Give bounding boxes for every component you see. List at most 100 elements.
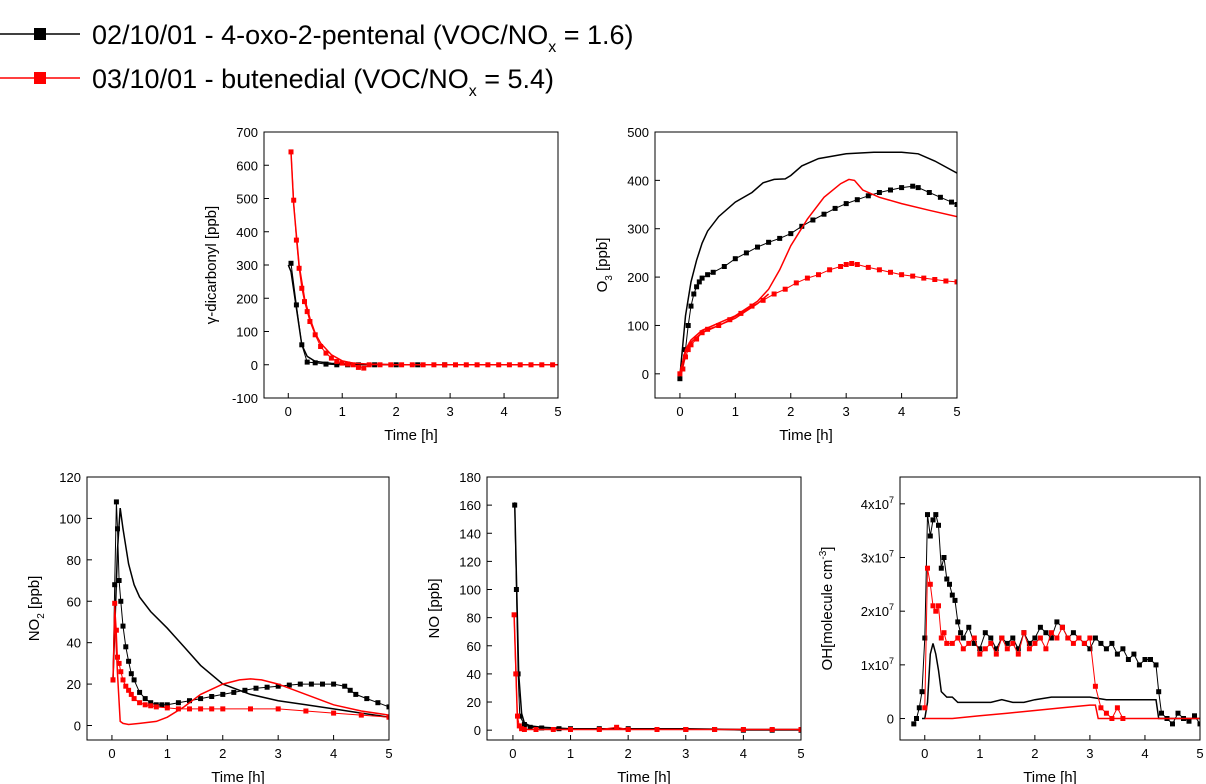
oh-series-0-point-28: [1015, 646, 1021, 652]
no2-xtick-label-5: 5: [385, 746, 392, 761]
no2-xtick-label-4: 4: [330, 746, 337, 761]
dicarbonyl-ytick-label-4: 300: [236, 258, 258, 273]
o3-frame: [654, 131, 958, 399]
oh-series-0-point-54: [1156, 689, 1162, 695]
dicarbonyl-plot-area: [287, 149, 558, 371]
o3-series-2-point-25: [888, 269, 893, 275]
no2-series-2-point-1: [112, 600, 118, 606]
oh-ylabel-sup: -3: [818, 550, 829, 559]
o3-series-2-point-19: [838, 264, 844, 269]
o3-series-2-point-31: [954, 279, 957, 285]
no2-series-0-point-10: [131, 677, 137, 683]
o3-series-0-point-17: [788, 231, 794, 237]
no2-ytick-label-2: 40: [67, 636, 81, 651]
oh-series-0-point-38: [1070, 630, 1076, 636]
oh-series-1-line: [922, 643, 1200, 720]
o3-series-0-point-15: [766, 239, 772, 245]
no2-series-0-point-2: [113, 499, 119, 505]
o3-series-2-point-5: [694, 336, 700, 342]
dicarbonyl-xtick-label-2: 2: [393, 404, 400, 419]
no-frame: [486, 476, 802, 741]
oh-series-0-point-31: [1032, 635, 1038, 641]
o3-series-0-point-9: [705, 272, 711, 278]
no-xtick-label-2: 2: [625, 746, 632, 761]
no2-series-2-point-20: [220, 706, 226, 712]
no2-series-2-point-23: [303, 708, 309, 714]
oh-series-2-point-37: [1103, 710, 1109, 716]
dicarbonyl-series-2-point-11: [328, 355, 334, 361]
no2-ylabel-sub: 2: [36, 613, 47, 619]
no2-series-0-point-30: [320, 681, 325, 687]
o3-xtick-label-0: 0: [676, 404, 683, 419]
oh-xtick-label-5: 5: [1196, 746, 1203, 761]
o3-series-2-point-20: [843, 262, 849, 267]
no2-series-2-point-15: [164, 705, 170, 711]
oh-series-2-point-10: [955, 635, 961, 641]
o3-series-0-point-32: [949, 199, 954, 205]
oh-series-2-point-22: [1021, 630, 1027, 636]
dicarbonyl-ytick-label-7: 600: [236, 158, 258, 173]
oh-series-0-point-62: [1197, 721, 1200, 727]
dicarbonyl-xlabel: Time [h]: [384, 427, 438, 444]
no2-series-2-point-17: [187, 706, 192, 712]
no2-series-2-point-7: [123, 683, 129, 689]
o3-series-2-point-29: [932, 277, 938, 282]
legend-entry-2: 03/10/01 - butenedial (VOC/NOx = 5.4): [0, 64, 554, 100]
no2-series-2-point-5: [118, 669, 124, 675]
o3-series-0-point-11: [721, 264, 727, 269]
no2-series-0-point-31: [331, 681, 337, 687]
no2-series-0-point-11: [137, 689, 143, 695]
no2-series-2-point-18: [198, 706, 204, 712]
dicarbonyl-series-2-point-12: [334, 358, 340, 364]
o3-series-0-point-28: [910, 183, 916, 189]
no-series-0-point-5: [527, 724, 533, 730]
oh-series-2-point-39: [1114, 705, 1120, 711]
dicarbonyl-series-2-point-5: [302, 299, 307, 305]
oh-series-0-point-17: [958, 630, 964, 636]
dicarbonyl-series-2-point-6: [304, 309, 310, 315]
no2-series-2-point-19: [209, 706, 215, 712]
no-ytick-label-9: 180: [459, 470, 481, 485]
oh-series-0-point-35: [1054, 619, 1060, 625]
o3-series-0-point-3: [685, 323, 691, 328]
no2-series-2-point-12: [142, 702, 148, 708]
o3-series-0-point-16: [777, 235, 783, 241]
dicarbonyl-series-2-point-4: [299, 285, 305, 291]
dicarbonyl-series-2-point-9: [318, 344, 324, 349]
dicarbonyl-xtick-label-1: 1: [339, 404, 346, 419]
o3-series-2-point-30: [943, 278, 949, 284]
oh-series-2-point-33: [1081, 640, 1087, 646]
o3-series-0-point-10: [710, 269, 716, 275]
o3-series-0-point-14: [755, 244, 760, 250]
o3-series-2-point-9: [727, 317, 733, 323]
o3-ytick-label-0: 0: [642, 367, 649, 382]
o3-series-2-point-27: [910, 273, 916, 279]
dicarbonyl-series-1-line: [287, 264, 558, 366]
dicarbonyl-series-2-point-13: [339, 360, 345, 366]
no-series-2-point-10: [614, 724, 620, 730]
oh-series-0-point-27: [1010, 635, 1016, 641]
no2-series-0-point-37: [386, 704, 389, 710]
no-xlabel: Time [h]: [617, 769, 671, 784]
dicarbonyl-series-2-point-7: [307, 319, 313, 324]
oh-ytick-label-4-sup: 7: [889, 495, 894, 505]
o3-series-2-point-17: [816, 272, 821, 278]
oh-series-0-point-42: [1092, 635, 1098, 641]
o3-ytick-label-2: 200: [627, 270, 649, 285]
oh-series-0-point-47: [1120, 646, 1126, 652]
no2-ytick-label-6: 120: [59, 470, 81, 485]
no2-xlabel: Time [h]: [211, 769, 265, 784]
legend-label-1: 02/10/01 - 4-oxo-2-pentenal (VOC/NOx = 1…: [92, 20, 634, 56]
oh-ytick-label-3: 3x107: [861, 549, 894, 566]
oh-series-0-point-21: [977, 646, 983, 652]
legend-label-2-suffix: = 5.4): [477, 64, 554, 94]
oh-series-0-point-41: [1087, 646, 1093, 652]
no-series-0-point-4: [521, 722, 527, 727]
o3-series-0-point-4: [688, 303, 694, 309]
oh-series-2-point-35: [1092, 683, 1098, 689]
no-ytick-label-2: 40: [467, 667, 481, 682]
dicarbonyl-frame: [263, 131, 559, 399]
oh-ytick-label-0-main: 0: [887, 712, 894, 727]
dicarbonyl-series-2-point-15: [350, 362, 356, 368]
